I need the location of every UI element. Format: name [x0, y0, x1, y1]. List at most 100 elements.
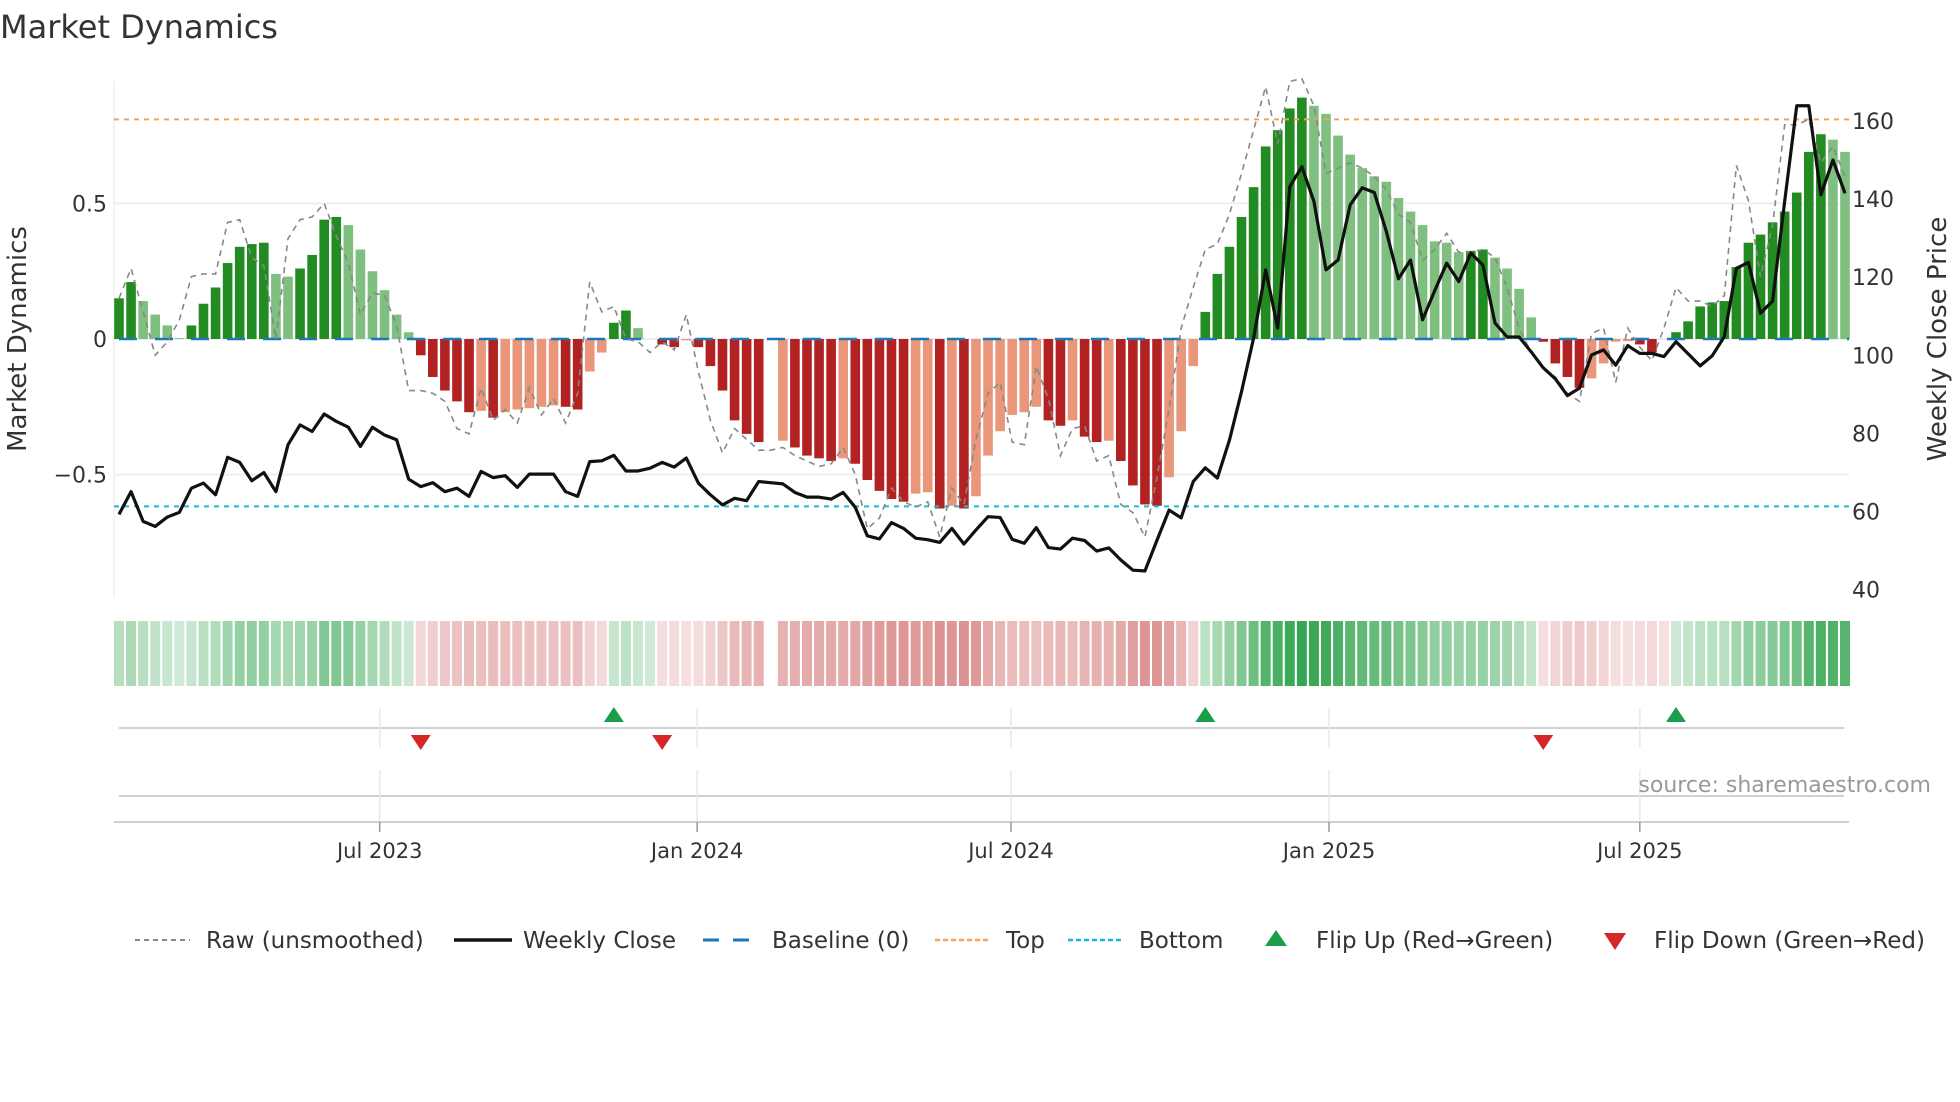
heatmap-cell: [1526, 621, 1537, 686]
y2-tick-label: 160: [1852, 110, 1894, 135]
heatmap-cell: [548, 621, 559, 686]
legend-label: Flip Down (Green→Red): [1654, 928, 1925, 954]
heatmap-cell: [958, 621, 969, 686]
heatmap-cell: [1284, 621, 1295, 686]
dynamics-bar: [1152, 339, 1162, 506]
dynamics-bar: [246, 244, 257, 339]
legend-flip-down-icon: [1604, 933, 1626, 950]
dynamics-bar: [464, 339, 474, 413]
dynamics-bar: [681, 339, 692, 341]
heatmap-cell: [355, 621, 366, 686]
dynamics-bar: [983, 339, 993, 456]
heatmap-cell: [1743, 621, 1754, 686]
heatmap-cell: [693, 621, 704, 686]
heatmap-cell: [560, 621, 571, 686]
heatmap-cell: [512, 621, 523, 686]
heatmap-cell: [524, 621, 535, 686]
dynamics-bar: [1671, 332, 1681, 339]
heatmap-cell: [1393, 621, 1404, 686]
heatmap-cell: [705, 621, 716, 686]
heatmap-cell: [415, 621, 426, 686]
dynamics-bar: [1284, 108, 1295, 339]
heatmap-cell: [403, 621, 414, 686]
heatmap-cell: [838, 621, 849, 686]
heatmap-cell: [1188, 621, 1199, 686]
dynamics-bar: [693, 339, 704, 348]
dynamics-bar: [536, 339, 547, 407]
y2-tick-label: 120: [1852, 266, 1894, 291]
legend-flip-up-icon: [1265, 930, 1287, 946]
heatmap-cell: [1248, 621, 1259, 686]
heatmap-cell: [391, 621, 402, 686]
heatmap-cell: [657, 621, 668, 686]
heatmap-cell: [1477, 621, 1488, 686]
dynamics-bar: [355, 249, 366, 339]
dynamics-bar: [1695, 306, 1705, 339]
heatmap-cell: [1115, 621, 1126, 686]
dynamics-bar: [1767, 222, 1778, 339]
dynamics-bar: [500, 339, 511, 413]
y2-tick-label: 100: [1852, 344, 1894, 369]
heatmap-cell: [1019, 621, 1030, 686]
heatmap-cell: [1369, 621, 1380, 686]
heatmap-cell: [814, 621, 825, 686]
heatmap-cell: [319, 621, 330, 686]
dynamics-bar: [560, 339, 571, 407]
heatmap-cell: [1550, 621, 1561, 686]
dynamics-bar: [609, 322, 619, 339]
dynamics-bar: [572, 339, 583, 410]
dynamics-bar: [898, 339, 909, 502]
dynamics-bar: [440, 339, 450, 391]
dynamics-bar: [1707, 302, 1718, 339]
dynamics-bar: [910, 339, 921, 494]
dynamics-bar: [1212, 273, 1223, 339]
heatmap-cell: [150, 621, 161, 686]
heatmap-cell: [1671, 621, 1682, 686]
heatmap-cell: [1610, 621, 1621, 686]
dynamics-bar: [150, 314, 161, 339]
dynamics-bar: [790, 339, 800, 448]
legend-item-baseline: Baseline (0): [703, 928, 909, 954]
dynamics-bar: [1019, 339, 1030, 413]
heatmap-cell: [1127, 621, 1138, 686]
dynamics-bar: [1116, 339, 1126, 462]
dynamics-bar: [705, 339, 716, 367]
dynamics-bar: [1490, 257, 1500, 339]
heatmap-cell: [1139, 621, 1150, 686]
heatmap-cell: [439, 621, 450, 686]
dynamics-bar: [476, 339, 486, 411]
legend-item-top: Top: [935, 928, 1045, 954]
dynamics-bar: [584, 339, 595, 372]
dynamics-bar: [850, 339, 861, 464]
heatmap-cell: [850, 621, 861, 686]
dynamics-bar: [138, 301, 148, 339]
heatmap-cell: [1683, 621, 1694, 686]
dynamics-bar: [633, 328, 643, 339]
heatmap-cell: [1321, 621, 1331, 686]
heatmap-cell: [1622, 621, 1633, 686]
dynamics-bar: [1719, 301, 1730, 339]
y-tick-label: 0.5: [72, 192, 107, 217]
heatmap-cell: [669, 621, 680, 686]
heatmap-cell: [1502, 621, 1513, 686]
heatmap-cell: [1308, 621, 1319, 686]
source-watermark: source: sharemaestro.com: [1638, 773, 1931, 798]
left-axis-label: Market Dynamics: [3, 226, 33, 452]
heatmap-cell: [1200, 621, 1211, 686]
heatmap-cell: [645, 621, 656, 686]
heatmap-cell: [946, 621, 957, 686]
heatmap-cell: [186, 621, 197, 686]
heatmap-cell: [379, 621, 390, 686]
dynamics-bar: [1405, 211, 1416, 339]
heatmap-cell: [1152, 621, 1163, 686]
legend-label: Raw (unsmoothed): [206, 928, 424, 954]
heatmap-cell: [995, 621, 1006, 686]
heatmap-cell: [1441, 621, 1452, 686]
heatmap-cell: [620, 621, 631, 686]
heatmap-cell: [584, 621, 595, 686]
heatmap-cell: [1815, 621, 1826, 686]
dynamics-bar: [222, 263, 233, 339]
heatmap-cell: [1453, 621, 1464, 686]
dynamics-bar: [1502, 268, 1512, 339]
